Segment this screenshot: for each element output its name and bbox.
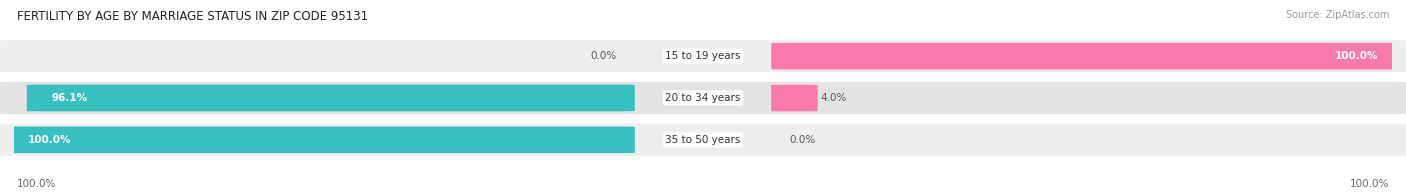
Text: 100.0%: 100.0%	[1350, 179, 1389, 189]
Text: 0.0%: 0.0%	[591, 51, 617, 61]
Text: 0.0%: 0.0%	[789, 135, 815, 145]
FancyBboxPatch shape	[0, 82, 1406, 114]
Text: 35 to 50 years: 35 to 50 years	[665, 135, 741, 145]
FancyBboxPatch shape	[772, 85, 818, 111]
Text: 100.0%: 100.0%	[1334, 51, 1378, 61]
FancyBboxPatch shape	[0, 124, 1406, 156]
FancyBboxPatch shape	[27, 85, 634, 111]
FancyBboxPatch shape	[0, 40, 1406, 72]
Text: 4.0%: 4.0%	[820, 93, 846, 103]
Text: 100.0%: 100.0%	[28, 135, 72, 145]
Text: 15 to 19 years: 15 to 19 years	[665, 51, 741, 61]
FancyBboxPatch shape	[3, 126, 634, 153]
Text: Source: ZipAtlas.com: Source: ZipAtlas.com	[1285, 10, 1389, 20]
Text: FERTILITY BY AGE BY MARRIAGE STATUS IN ZIP CODE 95131: FERTILITY BY AGE BY MARRIAGE STATUS IN Z…	[17, 10, 368, 23]
Text: 100.0%: 100.0%	[17, 179, 56, 189]
Text: 20 to 34 years: 20 to 34 years	[665, 93, 741, 103]
FancyBboxPatch shape	[772, 43, 1403, 70]
Text: 96.1%: 96.1%	[52, 93, 87, 103]
